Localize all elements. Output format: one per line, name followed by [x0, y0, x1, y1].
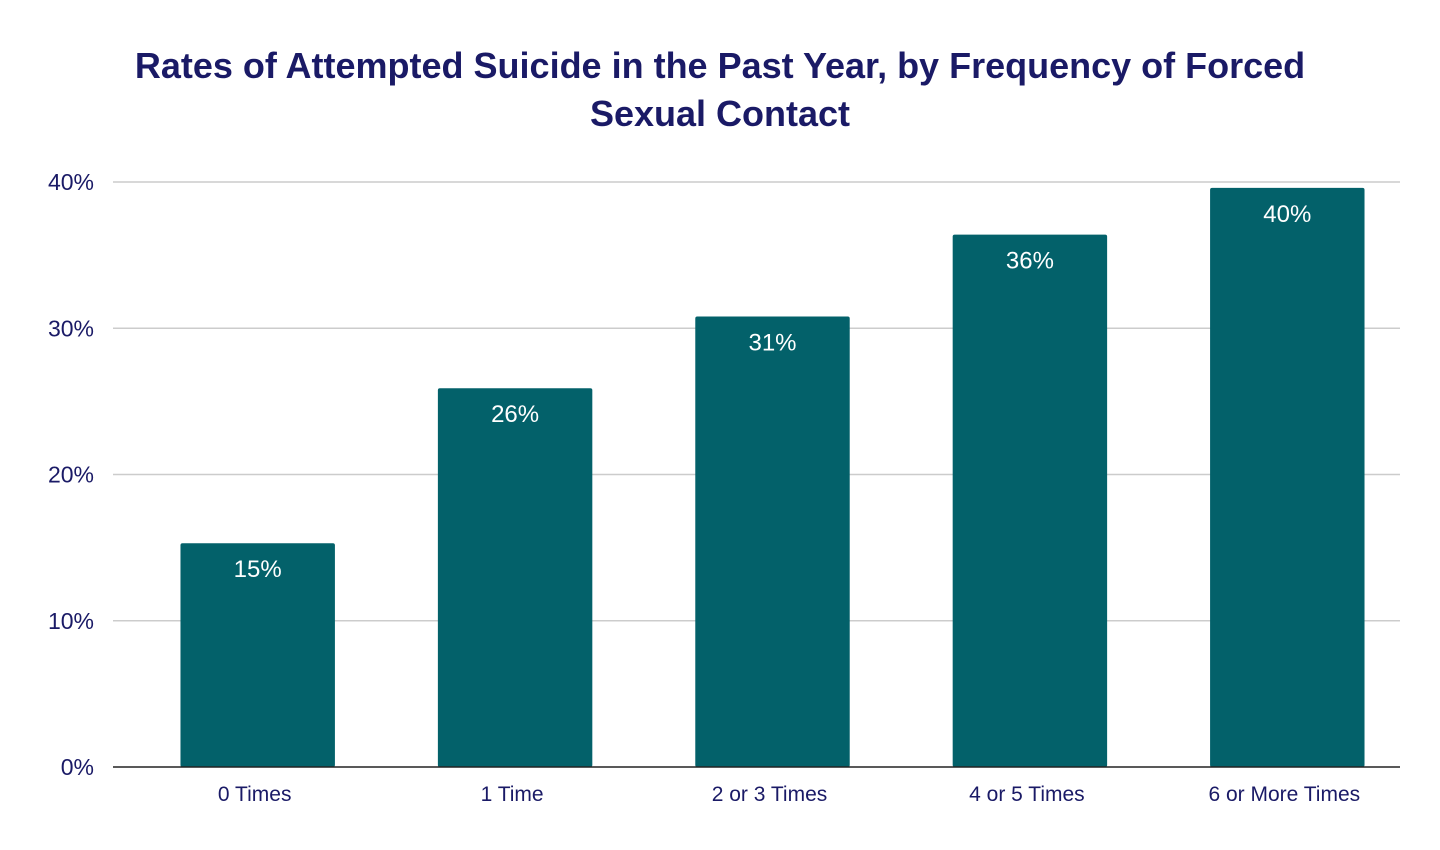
bar-data-label: 36% [1006, 248, 1054, 275]
x-axis-labels: 0 Times 1 Time 2 or 3 Times 4 or 5 Times 6 o… [218, 783, 1360, 806]
bar [1210, 187, 1365, 768]
chart-title-line-2: Sexual Contact [589, 93, 851, 134]
data-labels: 15% 26% 31% 36% 40% [234, 201, 1312, 583]
y-tick-label: 30% [48, 315, 94, 341]
chart-title-line-1: Rates of Attempted Suicide in the Past Y… [134, 45, 1306, 86]
bar-data-label: 40% [1263, 201, 1311, 228]
y-tick-label: 10% [48, 608, 94, 634]
bar [695, 316, 850, 767]
bars [180, 187, 1365, 768]
y-axis-labels: 0% 10% 20% 30% 40% [48, 169, 94, 780]
bar [952, 234, 1108, 767]
x-tick-label: 6 or More Times [1208, 783, 1360, 806]
bar [180, 543, 335, 767]
bar-data-label: 31% [748, 330, 796, 357]
bar-data-label: 15% [234, 556, 282, 583]
y-tick-label: 0% [61, 754, 94, 780]
y-tick-label: 40% [48, 169, 94, 195]
x-tick-label: 2 or 3 Times [712, 783, 828, 806]
bar [437, 388, 593, 767]
bar-data-label: 26% [491, 401, 539, 428]
y-tick-label: 20% [48, 462, 94, 488]
x-tick-label: 0 Times [218, 783, 292, 806]
x-tick-label: 4 or 5 Times [969, 783, 1085, 806]
chart-title: Rates of Attempted Suicide in the Past Y… [0, 42, 1440, 138]
x-tick-label: 1 Time [481, 783, 544, 806]
